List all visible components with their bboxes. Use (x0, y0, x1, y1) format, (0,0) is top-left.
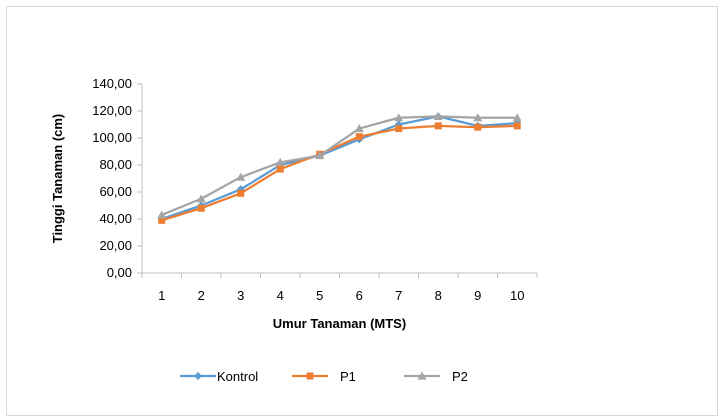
series-line (161, 124, 518, 222)
data-point (394, 113, 404, 122)
x-tick-label: 9 (474, 288, 481, 303)
legend-label: P2 (452, 369, 468, 384)
series-p2 (157, 111, 522, 219)
y-tick-label: 120,00 (92, 103, 132, 118)
data-point (236, 172, 246, 181)
x-tick-label: 6 (356, 288, 363, 303)
data-point (237, 189, 245, 197)
x-tick-label: 10 (510, 288, 524, 303)
line-chart: 0,00 20,00 40,00 60,00 80,00 100,00 120,00 140,… (50, 76, 538, 384)
x-tick-label: 7 (395, 288, 402, 303)
x-axis-title: Umur Tanaman (MTS) (273, 316, 406, 331)
y-tick-label: 0,00 (107, 265, 132, 280)
legend-label: P1 (340, 369, 356, 384)
data-point (513, 122, 521, 130)
legend-item-p2: P2 (404, 369, 468, 384)
data-point (197, 204, 205, 212)
y-tick-label: 60,00 (99, 184, 132, 199)
data-point (315, 151, 325, 160)
y-tick-label: 80,00 (99, 157, 132, 172)
data-point (434, 122, 442, 130)
series-kontrol (157, 112, 522, 223)
y-tick-label: 140,00 (92, 76, 132, 91)
legend-marker (194, 372, 202, 380)
x-tick-label: 3 (237, 288, 244, 303)
data-point (157, 210, 167, 219)
data-point (473, 113, 483, 122)
series-line (161, 115, 518, 216)
data-point (196, 194, 206, 203)
data-point (158, 216, 166, 224)
data-point (474, 123, 482, 131)
y-tick-label: 100,00 (92, 130, 132, 145)
data-point (275, 157, 285, 166)
chart-frame (6, 6, 718, 416)
x-tick-label: 5 (316, 288, 323, 303)
x-tick-label: 1 (158, 288, 165, 303)
legend-item-p1: P1 (292, 369, 356, 384)
legend-item-kontrol: Kontrol (180, 369, 258, 384)
data-point (395, 125, 403, 133)
data-point (354, 124, 364, 133)
x-tick-label: 8 (435, 288, 442, 303)
data-point (512, 113, 522, 122)
legend-marker (306, 372, 314, 380)
x-tick-label: 2 (198, 288, 205, 303)
y-axis-title: Tinggi Tanaman (cm) (50, 114, 65, 244)
x-tick-label: 4 (277, 288, 284, 303)
y-tick-label: 40,00 (99, 211, 132, 226)
legend-label: Kontrol (217, 369, 258, 384)
y-tick-label: 20,00 (99, 238, 132, 253)
series-line (161, 115, 518, 221)
data-point (276, 165, 284, 173)
series-p1 (158, 122, 521, 224)
data-point (433, 111, 443, 120)
data-point (355, 133, 363, 141)
legend-marker (417, 371, 427, 380)
